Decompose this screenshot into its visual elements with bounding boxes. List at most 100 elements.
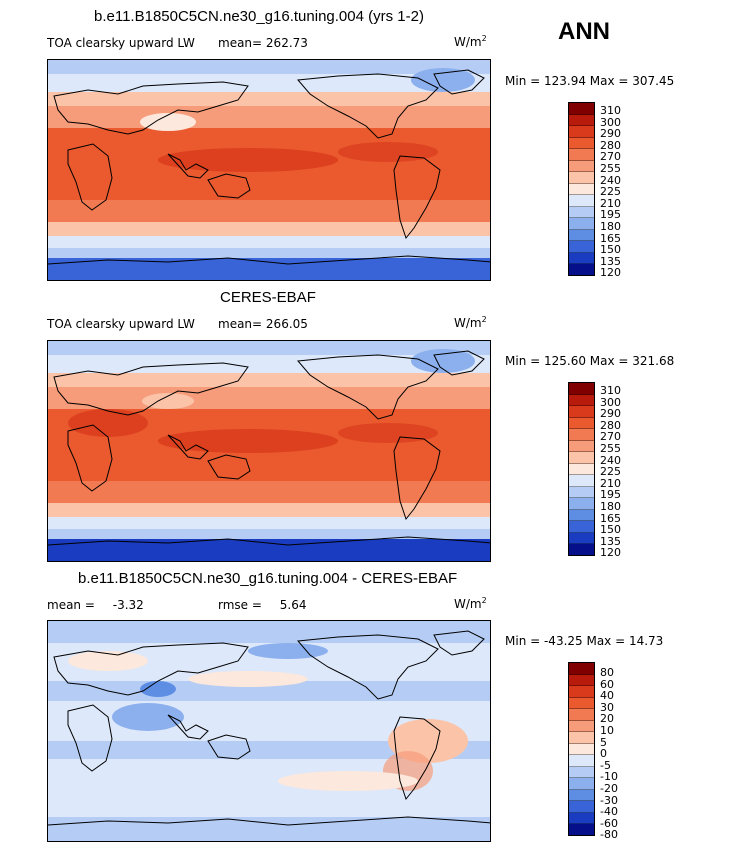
panel2-level-label: 210 bbox=[600, 476, 621, 490]
panel3-title: b.e11.B1850C5CN.ne30_g16.tuning.004 - CE… bbox=[78, 570, 458, 587]
panel3-mean-label: mean = bbox=[47, 598, 95, 612]
panel1-colorbar-bin bbox=[569, 103, 594, 115]
panel1-colorbar-bin bbox=[569, 264, 594, 275]
panel1-level-label: 180 bbox=[600, 219, 621, 233]
panel3-level-label: -30 bbox=[600, 793, 618, 807]
panel3-level-label: 0 bbox=[600, 747, 607, 761]
panel1-level-label: 150 bbox=[600, 243, 621, 257]
panel3-colorbar-bin bbox=[569, 789, 594, 802]
panel2-colorbar-bin bbox=[569, 521, 594, 533]
panel3-level-label: 20 bbox=[600, 712, 614, 726]
panel2-level-label: 150 bbox=[600, 523, 621, 537]
panel3-mean: mean = -3.32 bbox=[47, 598, 144, 612]
panel2-variable: TOA clearsky upward LW bbox=[47, 317, 195, 331]
panel2-colorbar-bin bbox=[569, 429, 594, 441]
panel1-level-label: 290 bbox=[600, 127, 621, 141]
panel1-level-label: 270 bbox=[600, 150, 621, 164]
panel3-level-label: 5 bbox=[600, 735, 607, 749]
panel3-colorbar-bin bbox=[569, 709, 594, 721]
panel1-mean: mean= 262.73 bbox=[218, 36, 308, 50]
panel1-colorbar-bin bbox=[569, 172, 594, 184]
panel2-level-label: 165 bbox=[600, 511, 621, 525]
panel1-level-label: 135 bbox=[600, 254, 621, 268]
panel1-level-label: 210 bbox=[600, 196, 621, 210]
panel2-level-label: 300 bbox=[600, 395, 621, 409]
panel3-colorbar-bin bbox=[569, 824, 594, 835]
panel2-colorbar-bin bbox=[569, 509, 594, 522]
panel2-level-label: 310 bbox=[600, 384, 621, 397]
panel2-title: CERES-EBAF bbox=[220, 289, 316, 306]
panel2-map bbox=[47, 340, 491, 562]
panel2-colorbar-bin bbox=[569, 475, 594, 487]
panel1-colorbar-bin bbox=[569, 218, 594, 230]
panel3-colorbar-bin bbox=[569, 801, 594, 813]
panel1-colorbar bbox=[568, 102, 595, 276]
panel3-mean-value: -3.32 bbox=[112, 598, 144, 612]
panel3-colorbar-bin bbox=[569, 697, 594, 710]
panel2-mean-label: mean= bbox=[218, 317, 263, 331]
panel2-colorbar-bin bbox=[569, 406, 594, 418]
panel1-units: W/m2 bbox=[454, 34, 487, 49]
panel1-colorbar-bin bbox=[569, 206, 594, 219]
panel1-colorbar-bin bbox=[569, 229, 594, 242]
panel2-colorbar-bin bbox=[569, 498, 594, 510]
panel3-colorbar-bin bbox=[569, 755, 594, 767]
panel3-rmse-label: rmse = bbox=[218, 598, 262, 612]
panel1-mean-label: mean= bbox=[218, 36, 263, 50]
panel3-level-label: -10 bbox=[600, 770, 618, 784]
panel3-units: W/m2 bbox=[454, 596, 487, 611]
panel2-level-label: 120 bbox=[600, 546, 621, 560]
panel3-colorbar-bin bbox=[569, 686, 594, 698]
panel1-colorbar-bin bbox=[569, 160, 594, 173]
panel2-colorbar-bin bbox=[569, 394, 594, 407]
panel3-level-label: 80 bbox=[600, 666, 614, 679]
panel3-level-label: -20 bbox=[600, 781, 618, 795]
panel1-level-label: 280 bbox=[600, 138, 621, 152]
panel1-colorbar-labels: 310 300 290 280 270 255 240 225 210 195 … bbox=[600, 105, 621, 279]
panel1-title: b.e11.B1850C5CN.ne30_g16.tuning.004 (yrs… bbox=[94, 8, 424, 25]
panel1-colorbar-bin bbox=[569, 149, 594, 161]
panel3-minmax: Min = -43.25 Max = 14.73 bbox=[505, 634, 664, 648]
panel3-colorbar-labels: 80 60 40 30 20 10 5 0 -5 -10 -20 -30 -40… bbox=[600, 667, 618, 841]
panel1-level-label: 310 bbox=[600, 104, 621, 117]
panel2-level-label: 195 bbox=[600, 488, 621, 502]
panel1-level-label: 300 bbox=[600, 115, 621, 129]
panel2-mean-value: 266.05 bbox=[265, 317, 308, 331]
panel2-colorbar-bin bbox=[569, 440, 594, 453]
panel2-level-label: 135 bbox=[600, 534, 621, 548]
panel1-level-label: 165 bbox=[600, 231, 621, 245]
panel1-level-label: 195 bbox=[600, 208, 621, 222]
panel1-mean-value: 262.73 bbox=[265, 36, 308, 50]
panel3-level-label: 40 bbox=[600, 689, 614, 703]
panel1-colorbar-bin bbox=[569, 114, 594, 127]
panel3-colorbar-bin bbox=[569, 674, 594, 687]
panel2-colorbar bbox=[568, 382, 595, 556]
panel3-level-label: 30 bbox=[600, 700, 614, 714]
panel2-colorbar-bin bbox=[569, 417, 594, 430]
panel2-colorbar-bin bbox=[569, 383, 594, 395]
panel2-colorbar-bin bbox=[569, 452, 594, 464]
panel2-colorbar-labels: 310 300 290 280 270 255 240 225 210 195 … bbox=[600, 385, 621, 559]
panel2-level-label: 225 bbox=[600, 465, 621, 479]
panel2-colorbar-bin bbox=[569, 486, 594, 499]
panel1-colorbar-bin bbox=[569, 252, 594, 265]
panel3-colorbar-bin bbox=[569, 778, 594, 790]
panel2-level-label: 255 bbox=[600, 441, 621, 455]
panel2-map-field bbox=[48, 341, 490, 561]
panel3-level-label: -5 bbox=[600, 758, 611, 772]
panel3-level-label: -60 bbox=[600, 816, 618, 830]
panel2-level-label: 180 bbox=[600, 499, 621, 513]
panel3-level-label: -40 bbox=[600, 805, 618, 819]
panel1-colorbar-bin bbox=[569, 137, 594, 150]
panel3-level-label: 10 bbox=[600, 723, 614, 737]
panel1-map-field bbox=[48, 60, 490, 280]
panel2-colorbar-bin bbox=[569, 544, 594, 555]
panel2-level-label: 290 bbox=[600, 407, 621, 421]
panel1-colorbar-bin bbox=[569, 183, 594, 196]
panel3-colorbar-bin bbox=[569, 720, 594, 733]
panel1-variable: TOA clearsky upward LW bbox=[47, 36, 195, 50]
panel3-colorbar-bin bbox=[569, 743, 594, 756]
panel3-colorbar bbox=[568, 662, 595, 836]
panel1-level-label: 240 bbox=[600, 173, 621, 187]
panel3-map bbox=[47, 620, 491, 842]
